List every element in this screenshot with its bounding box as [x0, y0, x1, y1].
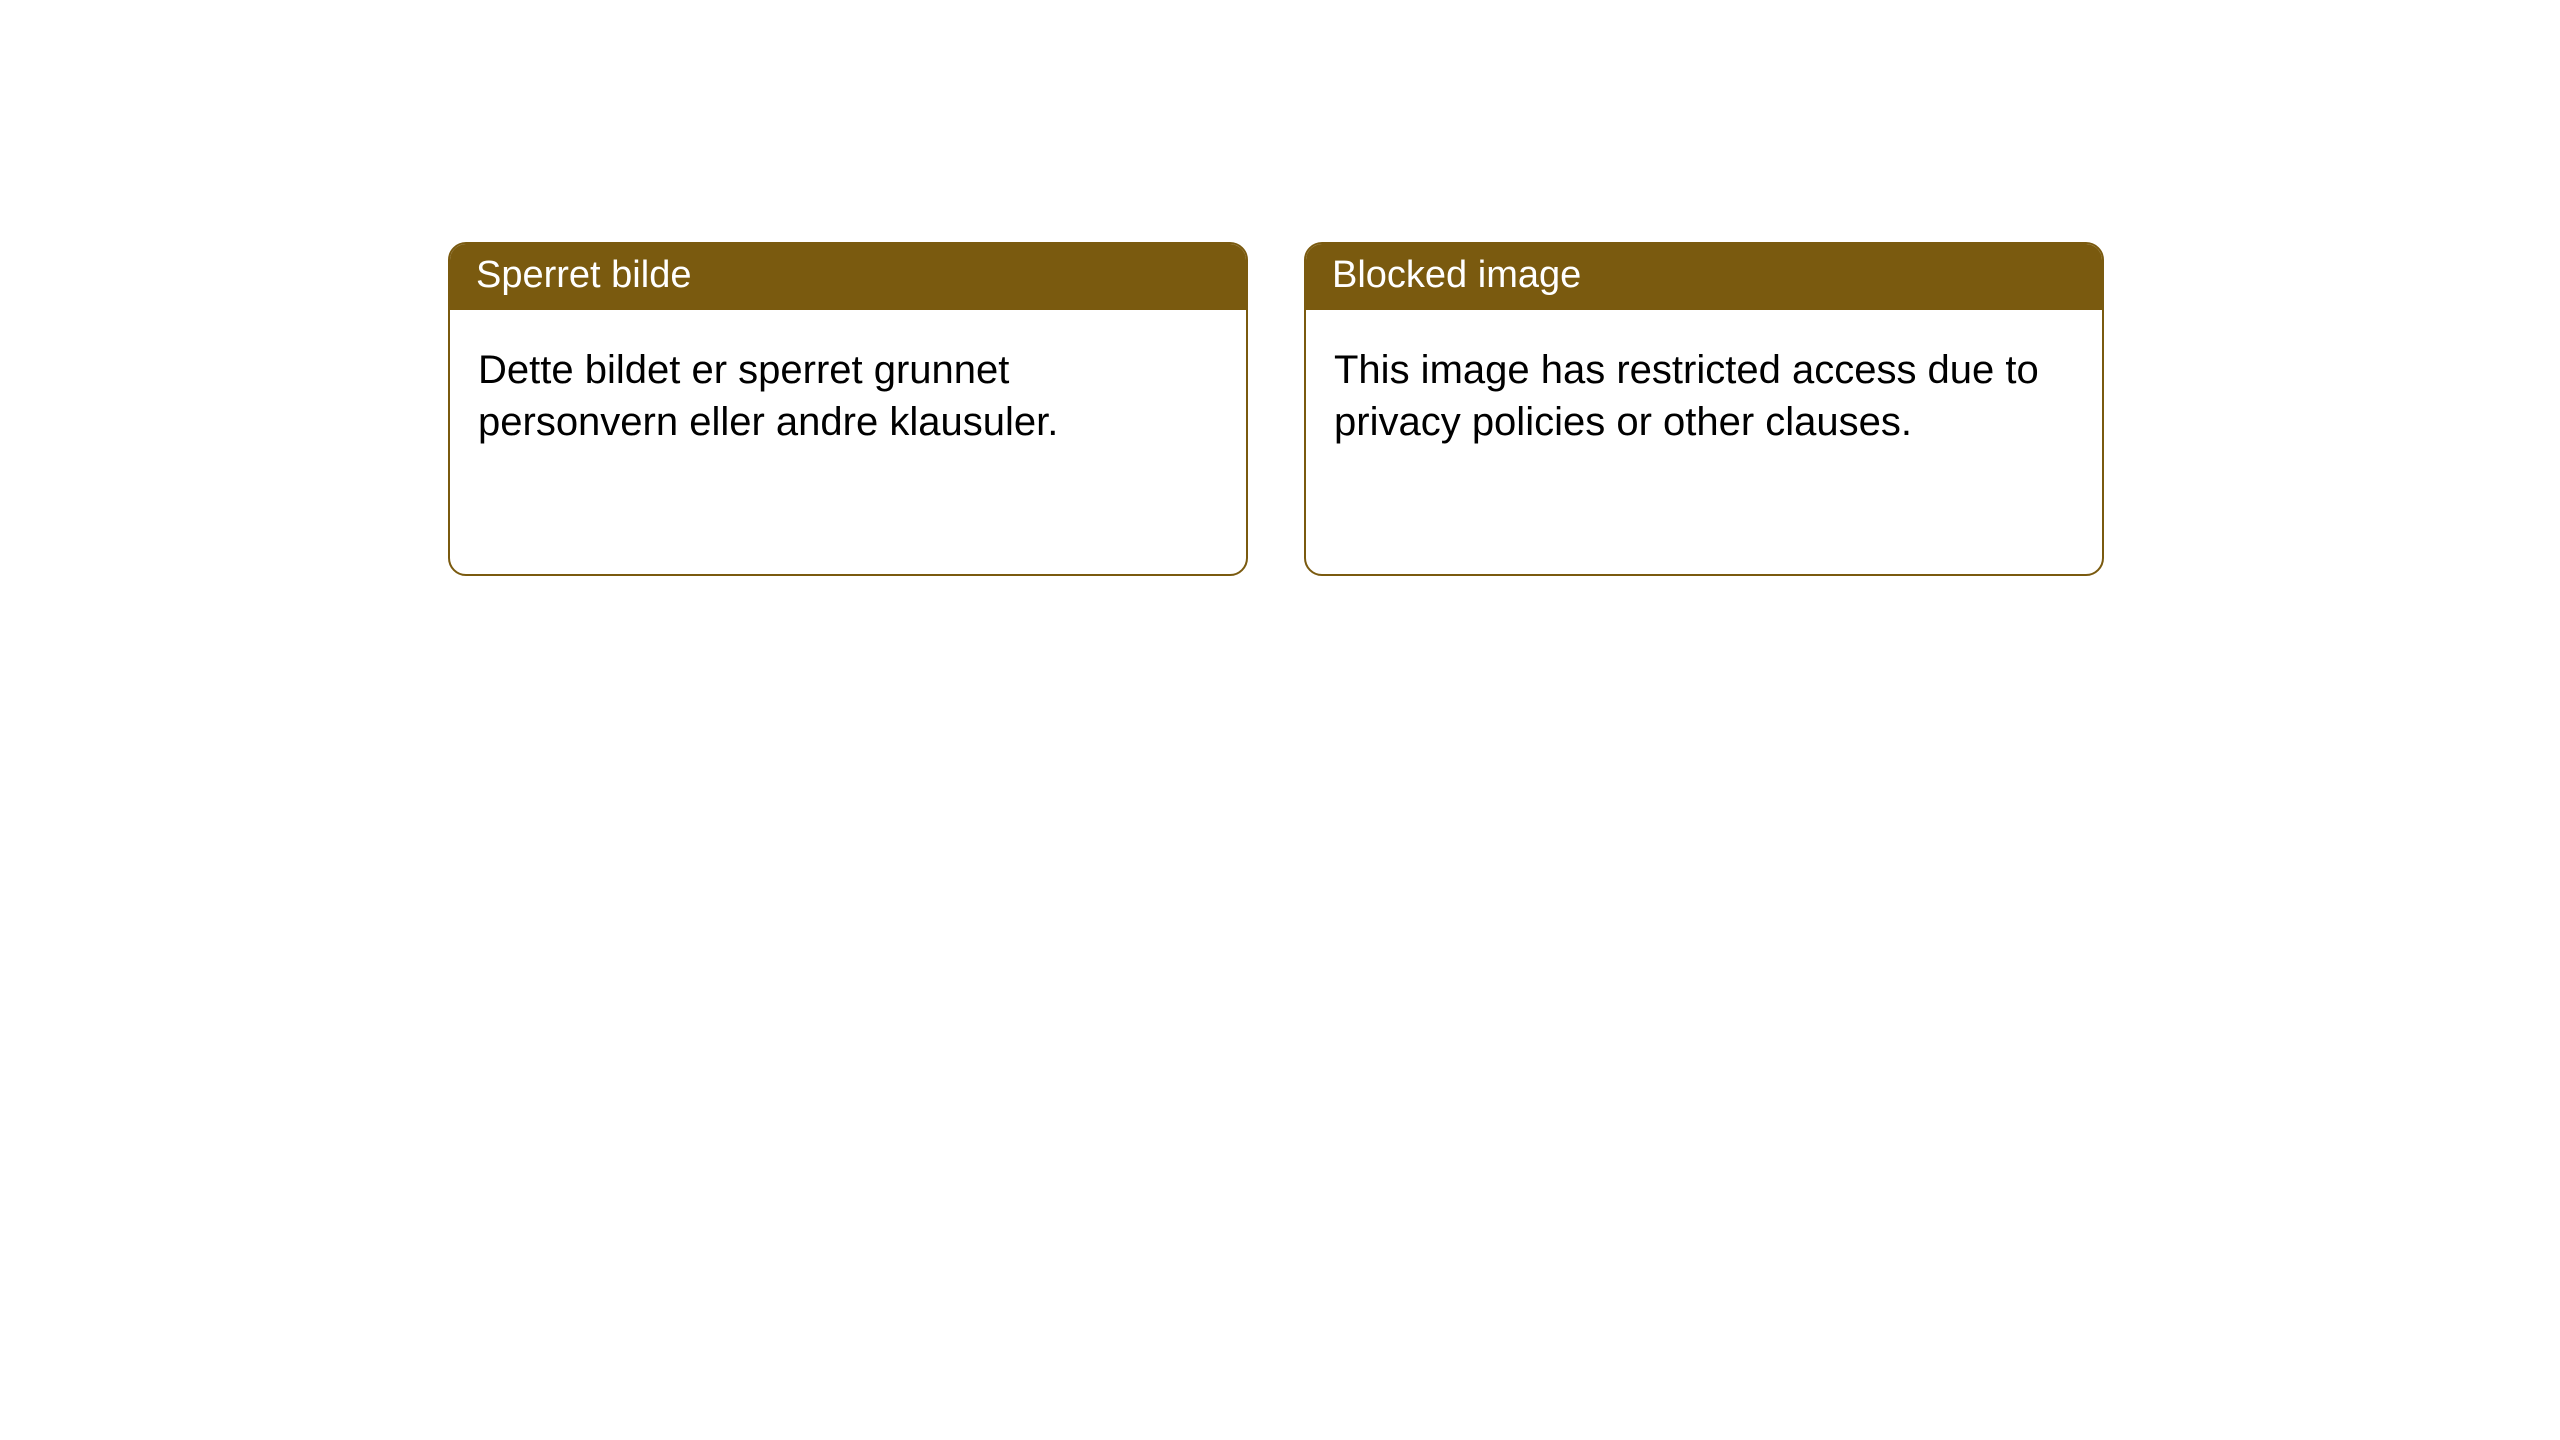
notice-card-body: This image has restricted access due to … — [1306, 310, 2102, 476]
notice-card-header: Sperret bilde — [450, 244, 1246, 310]
notice-card-body: Dette bildet er sperret grunnet personve… — [450, 310, 1246, 476]
notice-card-english: Blocked image This image has restricted … — [1304, 242, 2104, 576]
notice-cards-row: Sperret bilde Dette bildet er sperret gr… — [448, 242, 2104, 576]
notice-card-header: Blocked image — [1306, 244, 2102, 310]
notice-card-norwegian: Sperret bilde Dette bildet er sperret gr… — [448, 242, 1248, 576]
